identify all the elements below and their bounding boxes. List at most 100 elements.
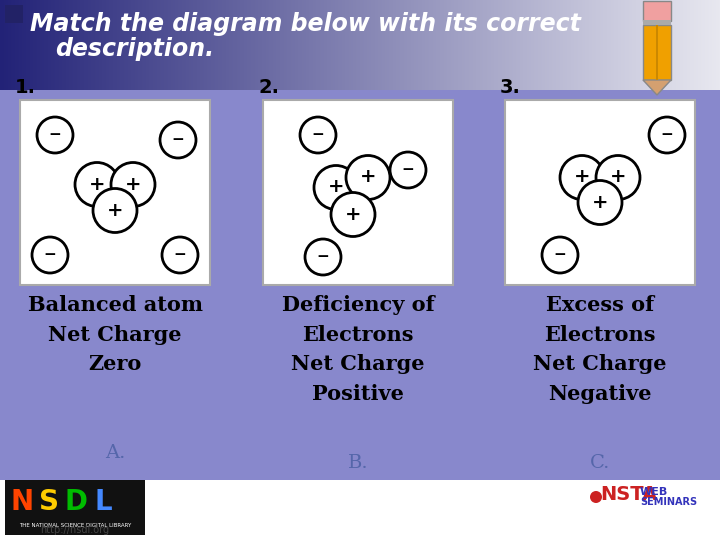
Bar (257, 0, 258, 90)
Bar (431, 0, 432, 90)
Bar (712, 0, 713, 90)
Bar (366, 0, 367, 90)
Bar (244, 0, 245, 90)
Bar (112, 0, 113, 90)
Bar (99, 0, 100, 90)
Bar (574, 0, 575, 90)
Text: −: − (174, 248, 186, 262)
Bar (370, 0, 371, 90)
Bar (178, 0, 179, 90)
Bar (588, 0, 589, 90)
Bar (485, 0, 486, 90)
Bar (226, 0, 227, 90)
Bar (218, 0, 219, 90)
Bar (403, 0, 404, 90)
Bar (416, 0, 417, 90)
Bar (91, 0, 92, 90)
Bar (201, 0, 202, 90)
Bar (58, 0, 59, 90)
Bar (518, 0, 519, 90)
Text: 3.: 3. (500, 78, 521, 97)
Bar (686, 0, 687, 90)
Bar (105, 0, 106, 90)
Bar (152, 0, 153, 90)
Bar (690, 0, 691, 90)
Bar (141, 0, 142, 90)
Bar (388, 0, 389, 90)
Bar (592, 0, 593, 90)
Bar (35, 0, 36, 90)
Bar (408, 0, 409, 90)
Circle shape (300, 117, 336, 153)
Bar (398, 0, 399, 90)
Bar (322, 0, 323, 90)
Bar (133, 0, 134, 90)
Bar (216, 0, 217, 90)
Bar (643, 1, 671, 21)
Bar (371, 0, 372, 90)
Bar (515, 0, 516, 90)
Bar (441, 0, 442, 90)
Bar (240, 0, 241, 90)
Bar (630, 0, 631, 90)
Bar (220, 0, 221, 90)
Bar (406, 0, 407, 90)
Bar (95, 0, 96, 90)
Bar (71, 0, 72, 90)
Bar (249, 0, 250, 90)
Bar (314, 0, 315, 90)
Circle shape (596, 156, 640, 199)
Bar (713, 0, 714, 90)
Bar (468, 0, 469, 90)
Bar (555, 0, 556, 90)
Bar (671, 0, 672, 90)
Bar (465, 0, 466, 90)
Bar (84, 0, 85, 90)
Bar (527, 0, 528, 90)
Bar (514, 0, 515, 90)
Bar (502, 0, 503, 90)
Bar (146, 0, 147, 90)
Bar (462, 0, 463, 90)
Bar (326, 0, 327, 90)
Bar (662, 0, 663, 90)
Bar (360, 0, 361, 90)
Circle shape (111, 163, 155, 206)
Bar (488, 0, 489, 90)
Bar (43, 0, 44, 90)
Bar (596, 0, 597, 90)
Bar (443, 0, 444, 90)
Bar (92, 0, 93, 90)
Bar (354, 0, 355, 90)
Bar (513, 0, 514, 90)
Bar (273, 0, 274, 90)
Circle shape (390, 152, 426, 188)
Bar (457, 0, 458, 90)
Bar (82, 0, 83, 90)
Bar (5, 0, 6, 90)
Bar (575, 0, 576, 90)
Bar (150, 0, 151, 90)
Bar (387, 0, 388, 90)
Bar (258, 0, 259, 90)
Bar (319, 0, 320, 90)
Bar (440, 0, 441, 90)
Bar (624, 0, 625, 90)
Bar (199, 0, 200, 90)
Bar (242, 0, 243, 90)
Bar (666, 0, 667, 90)
Bar (682, 0, 683, 90)
Bar (46, 0, 47, 90)
Bar (541, 0, 542, 90)
Bar (650, 0, 651, 90)
Bar (87, 0, 88, 90)
Bar (282, 0, 283, 90)
Bar (67, 0, 68, 90)
Bar (75, 0, 76, 90)
Bar (271, 0, 272, 90)
Bar (296, 0, 297, 90)
Bar (587, 0, 588, 90)
Bar (436, 0, 437, 90)
Bar (373, 0, 374, 90)
Bar (279, 0, 280, 90)
